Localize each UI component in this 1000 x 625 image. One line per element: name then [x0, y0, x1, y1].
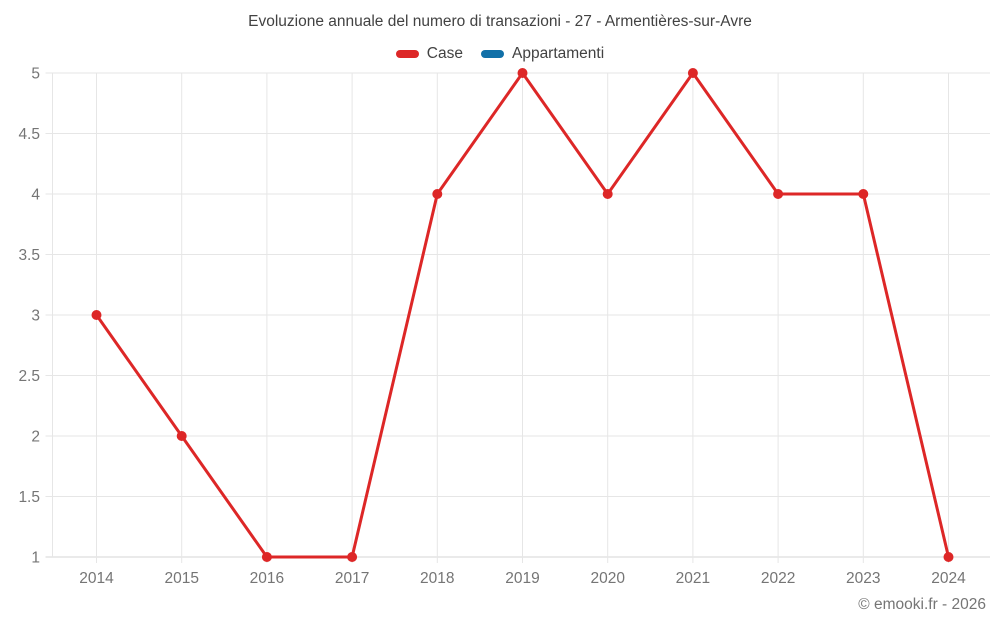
legend-label-case: Case — [426, 45, 463, 62]
x-tick-label: 2021 — [676, 570, 710, 587]
y-tick-label: 5 — [31, 66, 40, 83]
legend-item-case[interactable]: Case — [395, 45, 463, 63]
data-point-case-2023[interactable] — [858, 189, 869, 199]
data-point-case-2021[interactable] — [687, 68, 698, 78]
watermark-credit: © emooki.fr - 2026 — [858, 596, 986, 613]
x-tick-label: 2022 — [761, 570, 795, 587]
legend-item-appartamenti[interactable]: Appartamenti — [480, 45, 605, 63]
data-point-case-2020[interactable] — [602, 189, 613, 199]
data-point-case-2014[interactable] — [91, 310, 102, 320]
legend-label-appartamenti: Appartamenti — [511, 45, 605, 62]
chart-title: Evoluzione annuale del numero di transaz… — [248, 13, 752, 30]
x-tick-label: 2014 — [79, 570, 114, 587]
x-tick-label: 2024 — [931, 570, 966, 587]
y-tick-label: 4.5 — [18, 126, 40, 143]
y-tick-label: 3.5 — [18, 247, 40, 264]
data-point-case-2024[interactable] — [943, 552, 954, 562]
data-point-case-2017[interactable] — [347, 552, 358, 562]
data-point-case-2018[interactable] — [432, 189, 443, 199]
data-point-case-2015[interactable] — [176, 431, 187, 441]
data-point-case-2016[interactable] — [261, 552, 272, 562]
x-tick-label: 2015 — [164, 570, 198, 587]
y-tick-label: 2.5 — [18, 368, 40, 385]
data-point-case-2019[interactable] — [517, 68, 528, 78]
legend: Case Appartamenti — [0, 45, 1000, 63]
appartamenti-series-swatch-icon — [480, 50, 504, 58]
y-tick-label: 1.5 — [18, 489, 40, 506]
y-tick-label: 4 — [31, 187, 40, 204]
x-tick-label: 2018 — [420, 570, 454, 587]
y-tick-label: 2 — [31, 429, 40, 446]
x-tick-label: 2023 — [846, 570, 880, 587]
x-tick-label: 2019 — [505, 570, 539, 587]
x-tick-label: 2017 — [335, 570, 369, 587]
y-tick-label: 1 — [31, 550, 40, 567]
data-point-case-2022[interactable] — [773, 189, 784, 199]
x-tick-label: 2020 — [590, 570, 625, 587]
case-series-swatch-icon — [395, 50, 419, 58]
y-tick-label: 3 — [31, 308, 40, 325]
x-tick-label: 2016 — [250, 570, 284, 587]
